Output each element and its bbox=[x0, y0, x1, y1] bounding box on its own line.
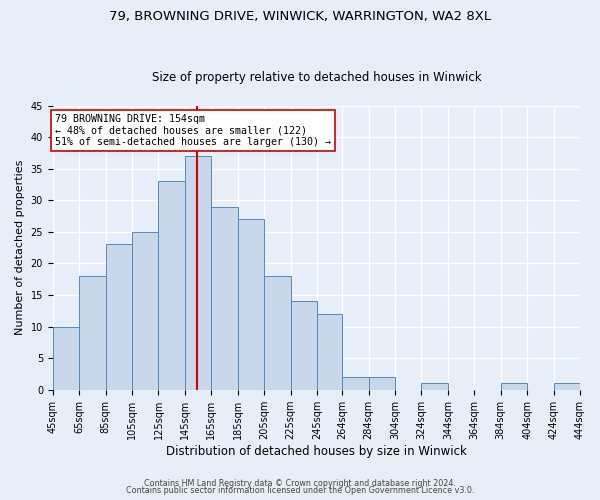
Bar bbox=[317, 314, 342, 390]
Bar bbox=[106, 244, 132, 390]
Bar bbox=[79, 276, 106, 390]
Bar bbox=[290, 302, 317, 390]
Bar bbox=[501, 384, 527, 390]
Bar bbox=[342, 377, 368, 390]
X-axis label: Distribution of detached houses by size in Winwick: Distribution of detached houses by size … bbox=[166, 444, 467, 458]
Bar bbox=[185, 156, 211, 390]
Bar bbox=[238, 219, 264, 390]
Text: Contains public sector information licensed under the Open Government Licence v3: Contains public sector information licen… bbox=[126, 486, 474, 495]
Bar bbox=[158, 182, 185, 390]
Text: 79 BROWNING DRIVE: 154sqm
← 48% of detached houses are smaller (122)
51% of semi: 79 BROWNING DRIVE: 154sqm ← 48% of detac… bbox=[55, 114, 331, 147]
Bar bbox=[211, 206, 238, 390]
Bar bbox=[264, 276, 290, 390]
Title: Size of property relative to detached houses in Winwick: Size of property relative to detached ho… bbox=[152, 70, 481, 84]
Text: 79, BROWNING DRIVE, WINWICK, WARRINGTON, WA2 8XL: 79, BROWNING DRIVE, WINWICK, WARRINGTON,… bbox=[109, 10, 491, 23]
Bar bbox=[132, 232, 158, 390]
Y-axis label: Number of detached properties: Number of detached properties bbox=[15, 160, 25, 336]
Bar bbox=[554, 384, 580, 390]
Bar bbox=[53, 326, 79, 390]
Bar bbox=[421, 384, 448, 390]
Text: Contains HM Land Registry data © Crown copyright and database right 2024.: Contains HM Land Registry data © Crown c… bbox=[144, 478, 456, 488]
Bar bbox=[368, 377, 395, 390]
